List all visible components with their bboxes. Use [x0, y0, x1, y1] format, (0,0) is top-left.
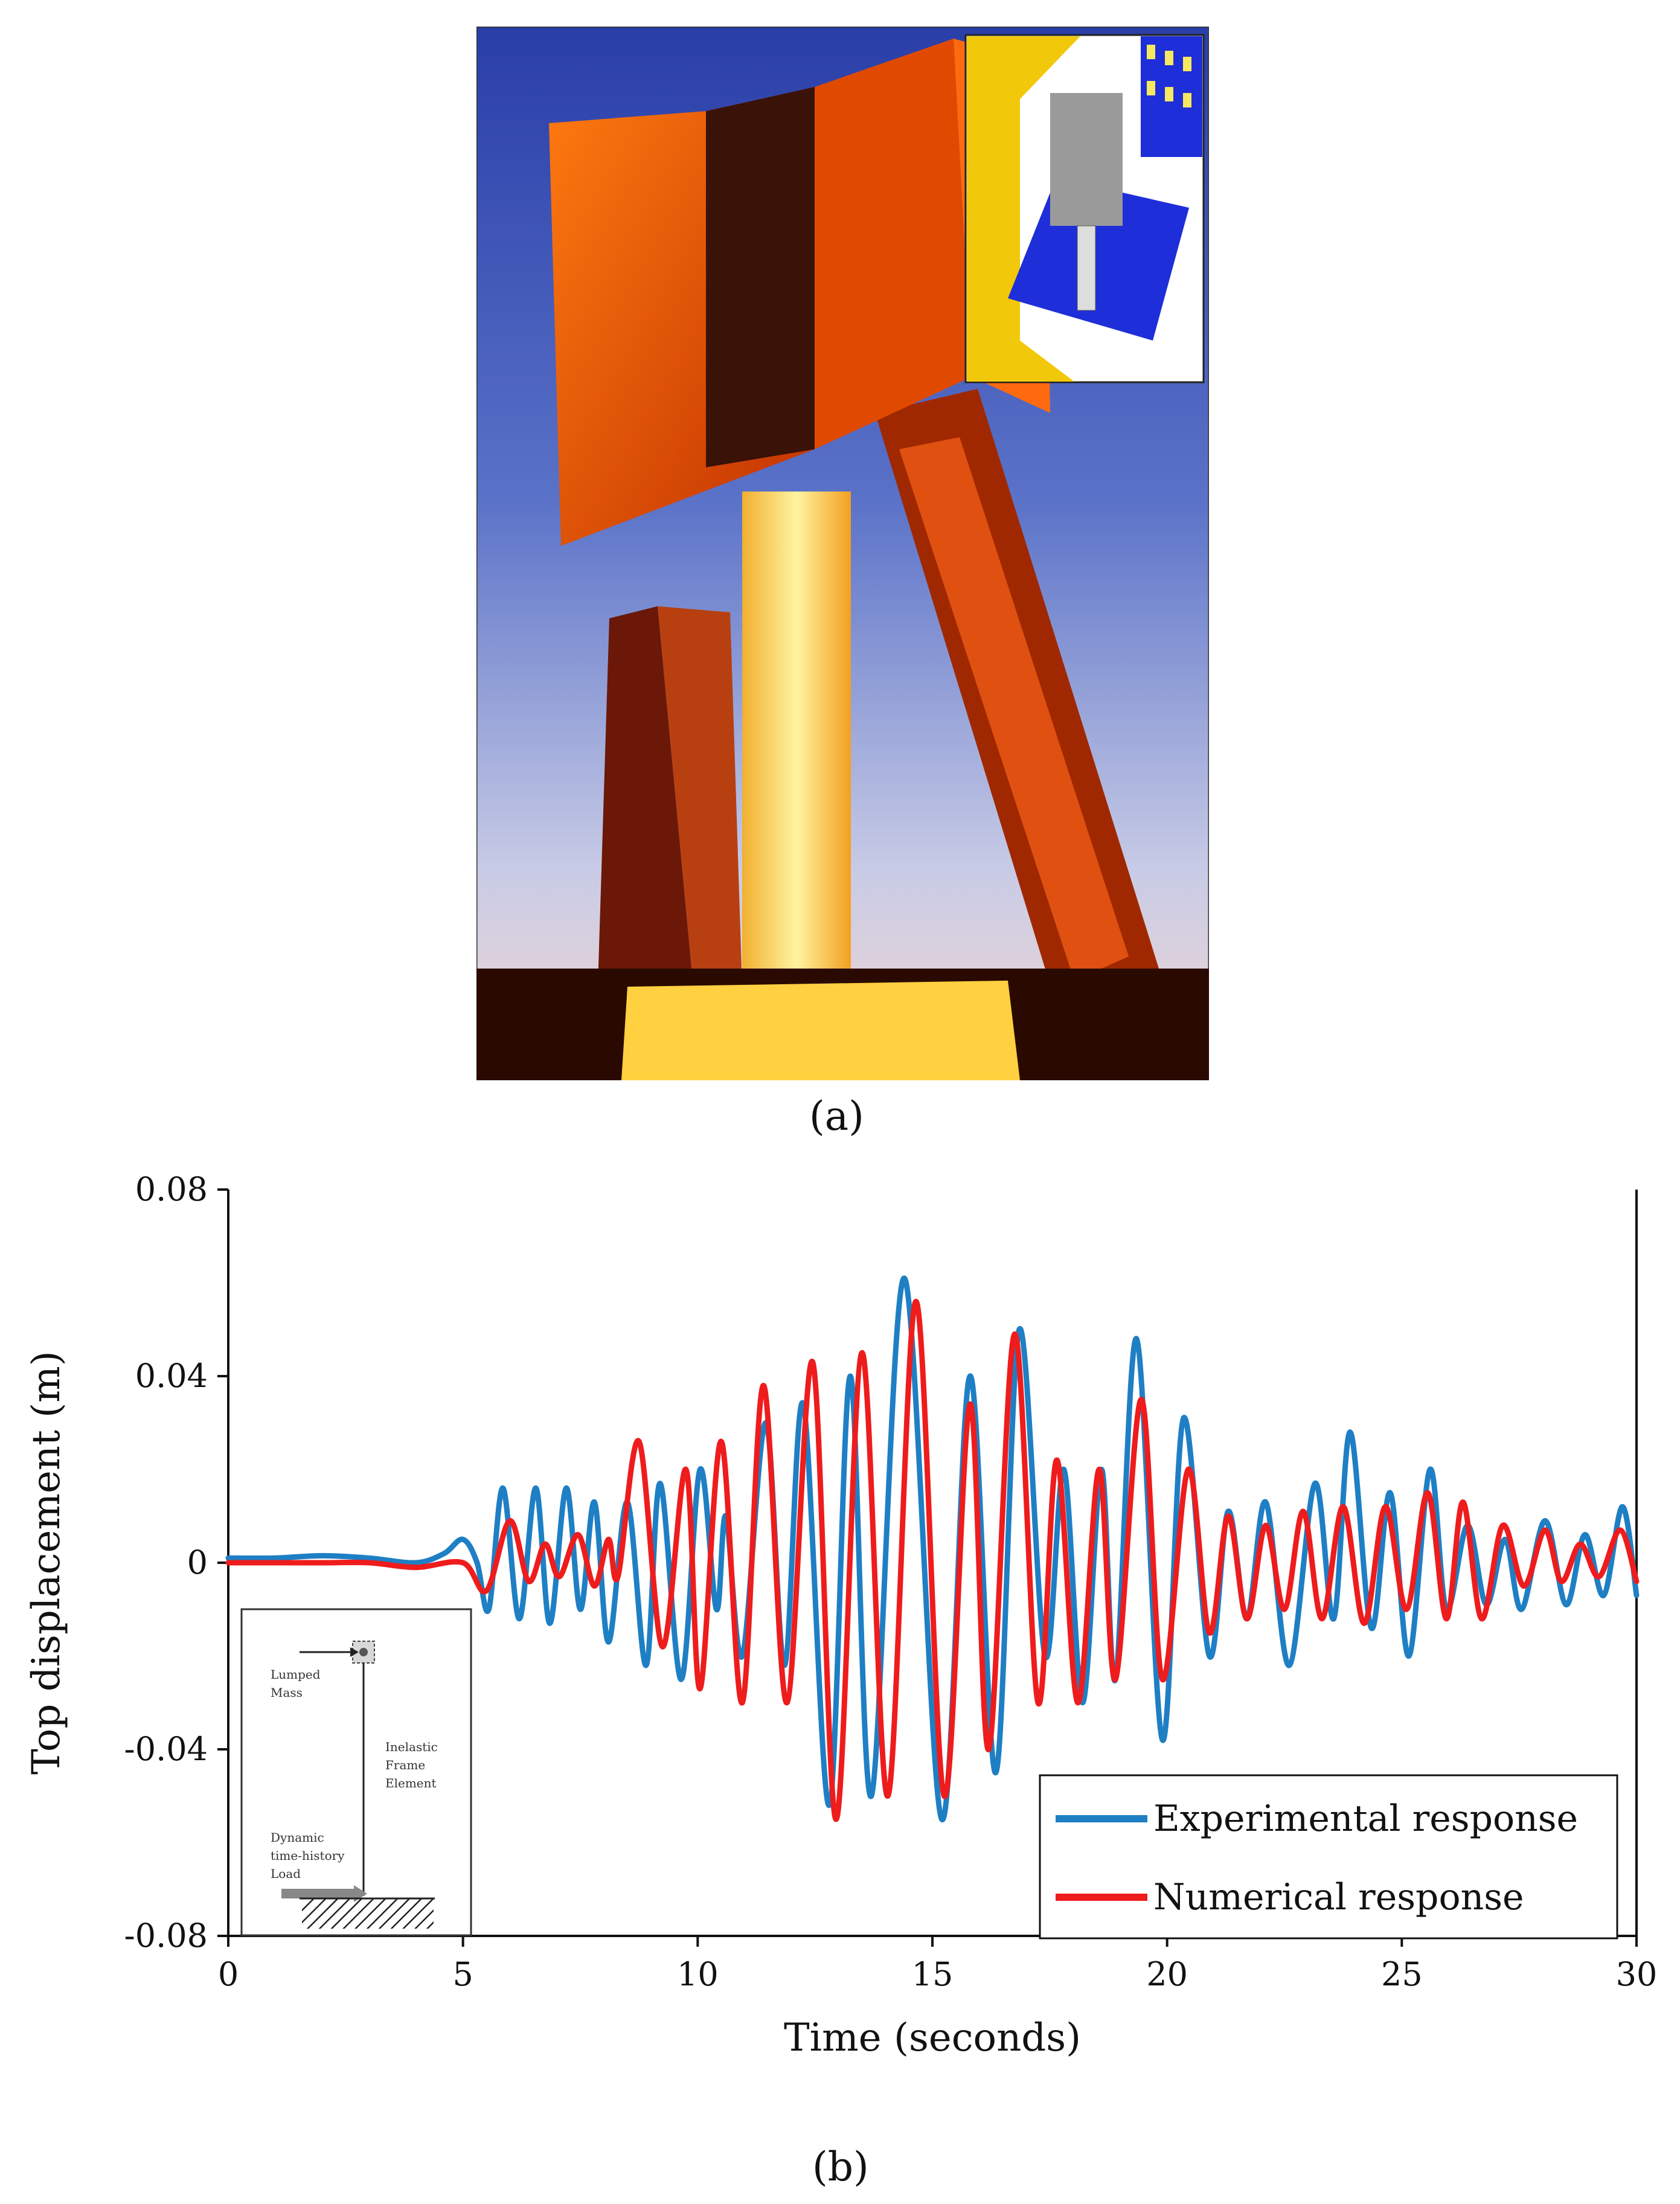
ground-hatch [302, 1898, 434, 1929]
y-tick-label: 0.04 [135, 1357, 208, 1395]
x-tick-label: 10 [677, 1955, 719, 1993]
y-tick-label: 0.08 [135, 1170, 208, 1208]
specimen-photo [476, 27, 1209, 1080]
lumped-mass-label: Lumped Mass [271, 1667, 321, 1700]
legend-label-numerical: Numerical response [1153, 1876, 1524, 1918]
series-layer [225, 1275, 1640, 1822]
x-tick-label: 5 [452, 1955, 473, 1993]
caption-b: (b) [812, 2144, 869, 2190]
displacement-chart: 0.08 0.04 0 -0.04 -0.08 0 5 10 15 20 25 30 Time (sec… [0, 1147, 1680, 2138]
x-tick-label: 30 [1616, 1955, 1658, 1993]
footing [621, 981, 1020, 1080]
caption-a: (a) [809, 1093, 864, 1139]
series-numerical-line [225, 1298, 1640, 1822]
specimen-photo-drawing [476, 27, 1209, 1080]
left-reaction-frame [597, 606, 694, 1005]
pier-column [742, 492, 851, 987]
chart-legend: Experimental response Numerical response [1039, 1774, 1618, 1940]
legend-label-experimental: Experimental response [1153, 1798, 1578, 1840]
chart-svg: 0.08 0.04 0 -0.04 -0.08 0 5 10 15 20 25 30 Time (sec… [24, 1170, 1657, 2060]
x-axis-title: Time (seconds) [784, 2016, 1081, 2060]
load-label: Dynamic time-history Load [271, 1830, 345, 1881]
x-tick-label: 20 [1146, 1955, 1188, 1993]
x-tick-label: 15 [912, 1955, 954, 1993]
y-tick-label: -0.04 [124, 1730, 208, 1768]
y-tick-label: 0 [187, 1543, 208, 1581]
load-arrow [281, 1889, 354, 1898]
chart-axes: 0.08 0.04 0 -0.04 -0.08 0 5 10 15 20 25 30 Time (sec… [24, 1170, 1657, 2060]
y-tick-label: -0.08 [124, 1917, 208, 1955]
series-experimental-line [225, 1275, 1640, 1822]
x-tick-label: 25 [1381, 1955, 1423, 1993]
y-axis-title: Top displacement (m) [24, 1351, 69, 1775]
frame-element-label: Inelastic Frame Element [385, 1740, 438, 1790]
numerical-model-inset: Lumped Mass Inelastic Frame Element Dynamic… [240, 1608, 472, 1937]
test-setup-inset [964, 34, 1205, 383]
x-tick-label: 0 [218, 1955, 239, 1993]
